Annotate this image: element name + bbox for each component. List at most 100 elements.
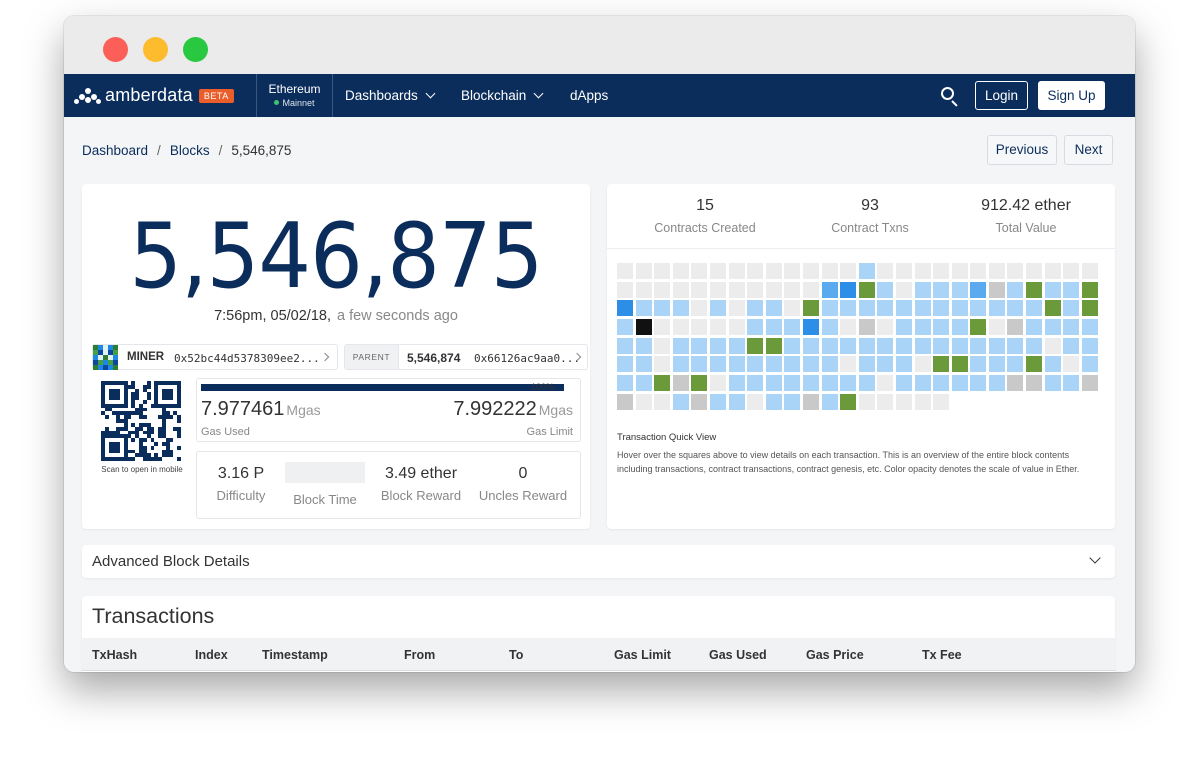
tx-square[interactable]	[970, 281, 987, 298]
tx-square[interactable]	[933, 319, 950, 336]
tx-square[interactable]	[895, 319, 912, 336]
tx-square[interactable]	[1026, 337, 1043, 354]
signup-button[interactable]: Sign Up	[1038, 81, 1105, 110]
tx-square[interactable]	[1063, 356, 1080, 373]
tx-square[interactable]	[821, 375, 838, 392]
tx-square[interactable]	[988, 319, 1005, 336]
column-gas-used[interactable]: Gas Used	[709, 648, 767, 662]
tx-square[interactable]	[747, 300, 764, 317]
tx-square[interactable]	[914, 375, 931, 392]
tx-square[interactable]	[784, 337, 801, 354]
zoom-window-button[interactable]	[183, 37, 208, 62]
tx-square[interactable]	[933, 300, 950, 317]
tx-square[interactable]	[1044, 281, 1061, 298]
tx-square[interactable]	[933, 393, 950, 410]
tx-square[interactable]	[765, 300, 782, 317]
tx-square[interactable]	[691, 375, 708, 392]
tx-square[interactable]	[877, 375, 894, 392]
tx-square[interactable]	[858, 375, 875, 392]
tx-square[interactable]	[691, 281, 708, 298]
tx-square[interactable]	[635, 281, 652, 298]
tx-square[interactable]	[709, 281, 726, 298]
tx-square[interactable]	[877, 300, 894, 317]
tx-square[interactable]	[728, 300, 745, 317]
tx-square[interactable]	[914, 393, 931, 410]
tx-square[interactable]	[1081, 319, 1098, 336]
tx-square[interactable]	[877, 263, 894, 279]
tx-square[interactable]	[951, 375, 968, 392]
tx-square[interactable]	[988, 337, 1005, 354]
tx-square[interactable]	[821, 319, 838, 336]
tx-square[interactable]	[1007, 375, 1024, 392]
column-txhash[interactable]: TxHash	[92, 648, 138, 662]
tx-square[interactable]	[617, 300, 633, 317]
tx-square[interactable]	[654, 319, 671, 336]
tx-square[interactable]	[914, 300, 931, 317]
tx-square[interactable]	[1044, 300, 1061, 317]
tx-square[interactable]	[840, 300, 857, 317]
column-gas-price[interactable]: Gas Price	[806, 648, 864, 662]
tx-square[interactable]	[784, 300, 801, 317]
tx-square[interactable]	[858, 356, 875, 373]
tx-square[interactable]	[747, 375, 764, 392]
tx-square[interactable]	[840, 356, 857, 373]
column-from[interactable]: From	[404, 648, 436, 662]
tx-square[interactable]	[1063, 300, 1080, 317]
tx-square[interactable]	[747, 263, 764, 279]
tx-square[interactable]	[1007, 263, 1024, 279]
tx-square[interactable]	[821, 281, 838, 298]
tx-square[interactable]	[877, 281, 894, 298]
tx-square[interactable]	[635, 337, 652, 354]
tx-square[interactable]	[970, 319, 987, 336]
tx-square[interactable]	[1081, 281, 1098, 298]
tx-square[interactable]	[858, 337, 875, 354]
tx-square[interactable]	[617, 281, 633, 298]
tx-square[interactable]	[635, 300, 652, 317]
tx-square[interactable]	[988, 356, 1005, 373]
tx-square[interactable]	[617, 337, 633, 354]
nav-blockchain[interactable]: Blockchain	[461, 88, 544, 103]
tx-square[interactable]	[821, 300, 838, 317]
tx-square[interactable]	[691, 263, 708, 279]
tx-square[interactable]	[877, 319, 894, 336]
brand-home-link[interactable]: amberdata BETA	[74, 74, 234, 117]
tx-square[interactable]	[672, 319, 689, 336]
column-to[interactable]: To	[509, 648, 524, 662]
tx-square[interactable]	[821, 356, 838, 373]
tx-square[interactable]	[802, 281, 819, 298]
tx-square[interactable]	[858, 300, 875, 317]
tx-square[interactable]	[635, 375, 652, 392]
tx-square[interactable]	[765, 375, 782, 392]
tx-square[interactable]	[951, 263, 968, 279]
tx-square[interactable]	[951, 319, 968, 336]
tx-square[interactable]	[877, 337, 894, 354]
tx-square[interactable]	[988, 375, 1005, 392]
tx-square[interactable]	[1063, 263, 1080, 279]
tx-square[interactable]	[914, 263, 931, 279]
previous-button[interactable]: Previous	[987, 135, 1057, 165]
tx-square[interactable]	[654, 375, 671, 392]
tx-square[interactable]	[709, 337, 726, 354]
tx-square[interactable]	[802, 337, 819, 354]
tx-square[interactable]	[784, 356, 801, 373]
tx-square[interactable]	[635, 393, 652, 410]
tx-square[interactable]	[765, 263, 782, 279]
tx-square[interactable]	[672, 337, 689, 354]
tx-square[interactable]	[840, 337, 857, 354]
tx-square[interactable]	[951, 281, 968, 298]
tx-square[interactable]	[821, 393, 838, 410]
tx-square[interactable]	[1063, 281, 1080, 298]
tx-square[interactable]	[933, 337, 950, 354]
tx-square[interactable]	[654, 281, 671, 298]
tx-square[interactable]	[709, 319, 726, 336]
tx-square[interactable]	[1007, 319, 1024, 336]
tx-square[interactable]	[765, 356, 782, 373]
tx-square[interactable]	[654, 356, 671, 373]
tx-square[interactable]	[1026, 300, 1043, 317]
tx-square[interactable]	[895, 263, 912, 279]
tx-square[interactable]	[914, 319, 931, 336]
login-button[interactable]: Login	[975, 81, 1028, 110]
column-index[interactable]: Index	[195, 648, 228, 662]
tx-square[interactable]	[709, 393, 726, 410]
tx-square[interactable]	[672, 393, 689, 410]
